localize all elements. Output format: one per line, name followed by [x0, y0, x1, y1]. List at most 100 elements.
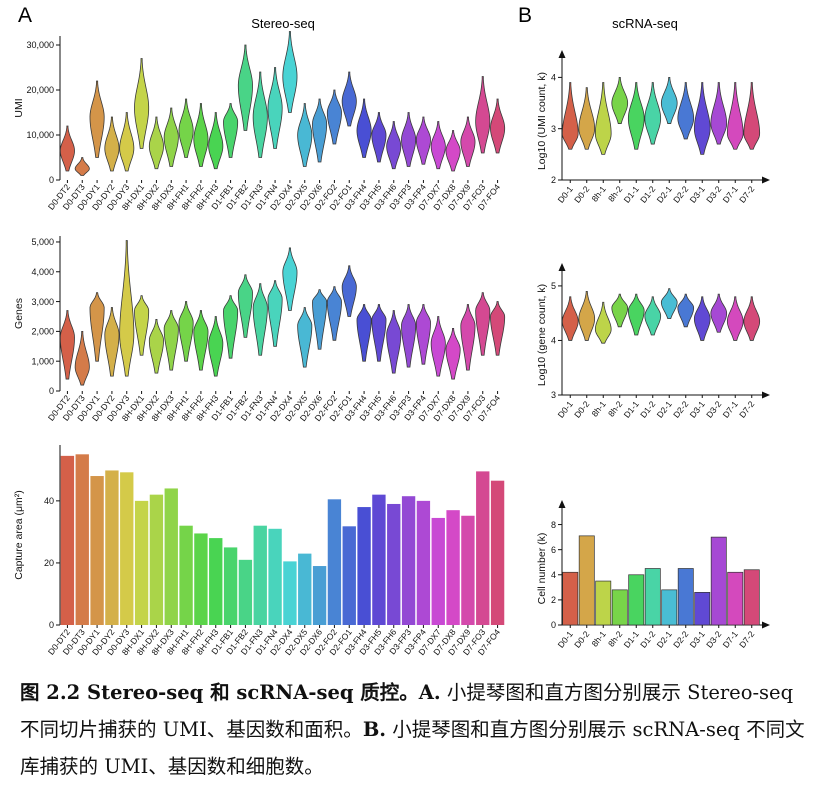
stereo_umi-violin — [297, 103, 313, 167]
sc_genes-category-label: D2-2 — [671, 399, 690, 420]
sc_cells-bar — [743, 569, 760, 626]
sc_genes-category-label: D1-2 — [638, 399, 657, 420]
sc_cells-ytick-label: 6 — [551, 545, 556, 555]
stereo_umi-violin — [460, 116, 476, 167]
sc_cells-ytick-label: 4 — [551, 570, 556, 580]
stereo_area-bar — [268, 528, 282, 625]
stereo_area-bar — [312, 566, 327, 625]
sc_cells-bar — [578, 535, 595, 626]
sc_umi-category-label: D0-1 — [556, 184, 575, 205]
sc_umi-violin — [726, 82, 744, 150]
stereo_genes-violin — [371, 304, 387, 362]
stereo_umi-ytick-label: 0 — [49, 175, 54, 185]
sc_genes-violin — [611, 293, 629, 328]
stereo_genes-violin — [208, 316, 224, 377]
stereo_genes-ytick-label: 3,000 — [31, 297, 54, 307]
stereo_umi-violin — [445, 130, 461, 172]
figure-canvas: A Stereo-seq B scRNA-seq 010,00020,00030… — [13, 4, 770, 657]
sc_umi-violin — [710, 82, 728, 145]
stereo_area-ytick-label: 20 — [44, 558, 54, 568]
stereo_genes-violin — [297, 307, 313, 368]
stereo_area-bar — [194, 533, 208, 625]
sc_cells-bar — [644, 568, 661, 626]
stereo_area-bar — [164, 488, 178, 625]
stereo_area-bar — [461, 515, 475, 625]
stereo_umi-violin — [267, 67, 283, 149]
sc_umi-x-arrow — [762, 176, 770, 184]
stereo_area-bar — [387, 503, 401, 625]
sc_cells-ytick-label: 0 — [551, 620, 556, 630]
sc_genes-violin — [627, 293, 645, 336]
sc_umi-category-label: D1-1 — [622, 184, 641, 205]
stereo_genes-ytick-label: 1,000 — [31, 356, 54, 366]
stereo_umi-violin — [237, 44, 253, 131]
sc_umi-category-label: D1-2 — [638, 184, 657, 205]
stereo_area-bar — [446, 510, 460, 625]
stereo_genes-violin — [430, 316, 446, 377]
stereo_umi-ytick-label: 30,000 — [26, 40, 54, 50]
sc_genes-violin — [660, 288, 678, 320]
caption-label: 图 2.2 Stereo-seq 和 scRNA-seq 质控。 — [20, 681, 419, 704]
stereo_genes-violin — [134, 295, 150, 356]
sc_genes-x-arrow — [762, 391, 770, 399]
stereo_area-bar — [298, 553, 312, 625]
sc_cells-bar — [727, 571, 744, 626]
stereo_genes-y-label: Genes — [13, 298, 25, 329]
stereo_area-bar — [90, 476, 104, 625]
sc_cells-y-arrow — [558, 500, 566, 508]
stereo_genes-violin — [193, 310, 209, 371]
sc_genes-ytick-label: 3 — [551, 390, 556, 400]
stereo_umi-violin — [386, 121, 402, 170]
sc_genes-violin — [710, 293, 728, 333]
stereo_genes-violin — [356, 304, 372, 362]
stereo_umi-violin — [371, 112, 387, 163]
stereo_area-bar — [179, 525, 193, 625]
stereo_umi-violin — [119, 112, 135, 172]
stereo_genes-ytick-label: 4,000 — [31, 267, 54, 277]
panel-b-letter: B — [518, 4, 532, 27]
sc_cells-category-label: D2-2 — [671, 629, 690, 650]
sc_cells-ytick-label: 2 — [551, 595, 556, 605]
stereo_umi-violin — [208, 112, 224, 170]
stereo_umi-violin — [252, 71, 268, 158]
stereo_umi-violin — [223, 103, 239, 158]
sc_umi-violin — [594, 82, 612, 155]
sc_cells-category-label: D7-2 — [737, 629, 756, 650]
sc_umi-category-label: D3-1 — [688, 184, 707, 205]
sc_genes-violin — [677, 293, 695, 328]
sc_umi-violin — [627, 82, 645, 150]
caption-part-a-text: 小提琴图和直方图分别展示 Stereo-seq 不同切片捕获的 UMI、基因数和… — [20, 681, 794, 741]
sc_genes-category-label: D1-1 — [622, 399, 641, 420]
stereo_umi-violin — [282, 31, 298, 113]
stereo_genes-violin — [119, 240, 135, 377]
stereo_area-bar — [327, 499, 342, 625]
stereo_genes-violin — [445, 328, 461, 380]
sc_genes-ytick-label: 4 — [551, 336, 556, 346]
sc_umi-category-label: D7-2 — [737, 184, 756, 205]
stereo_genes-violin — [252, 283, 268, 356]
stereo_umi-ytick-label: 10,000 — [26, 130, 54, 140]
stereo_genes-ytick-label: 2,000 — [31, 327, 54, 337]
sc_umi-category-label: D2-2 — [671, 184, 690, 205]
sc_cells-category-label: D3-1 — [688, 629, 707, 650]
sc_genes-y-arrow — [558, 263, 566, 271]
stereo_genes-violin — [59, 310, 75, 380]
stereo_umi-chart: 010,00020,00030,000UMID0-DT2D0-DT3D0-DY1… — [13, 31, 506, 212]
stereo_area-bar — [401, 496, 416, 625]
sc_umi-ytick-label: 3 — [551, 124, 556, 134]
stereo_area-ytick-label: 0 — [49, 620, 54, 630]
stereo_area-bar — [431, 517, 445, 625]
sc_cells-category-label: 8h-2 — [606, 629, 625, 649]
stereo_genes-violin — [163, 310, 179, 371]
stereo_umi-violin — [178, 98, 194, 158]
stereo_genes-violin — [415, 304, 431, 365]
stereo_genes-violin — [74, 330, 90, 386]
figure-caption: 图 2.2 Stereo-seq 和 scRNA-seq 质控。A. 小提琴图和… — [20, 674, 810, 785]
sc_cells-category-label: D1-1 — [622, 629, 641, 650]
sc_genes-category-label: D0-1 — [556, 399, 575, 420]
sc_cells-category-label: D0-1 — [556, 629, 575, 650]
sc_genes-violin — [693, 296, 711, 341]
sc_umi-category-label: D0-2 — [572, 184, 591, 205]
